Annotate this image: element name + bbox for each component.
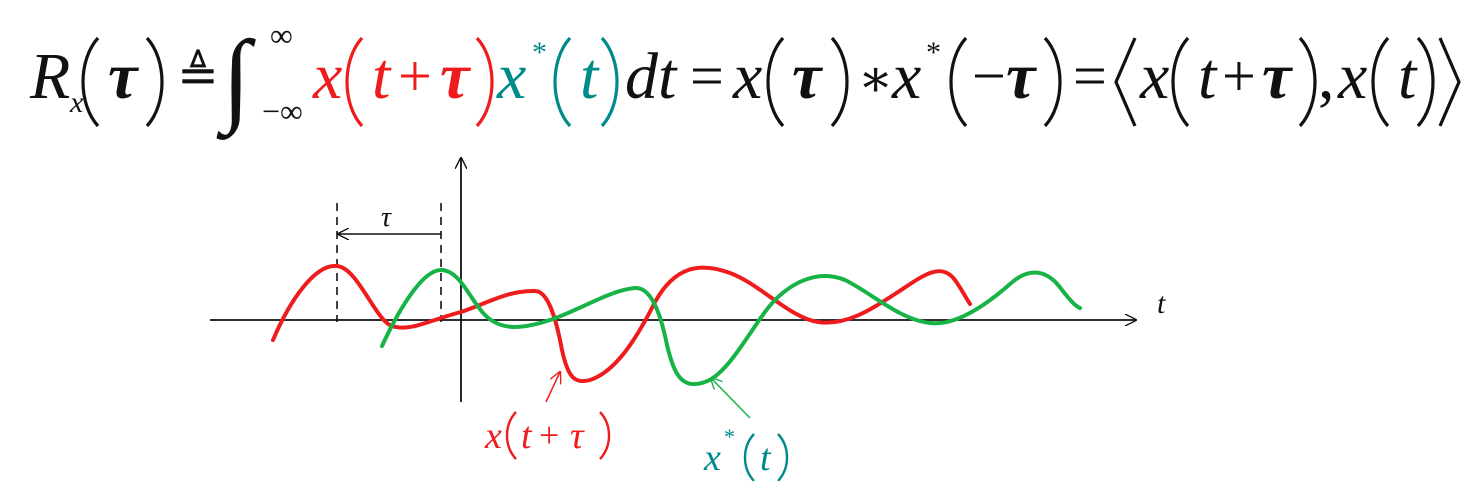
red-label-tau: τ: [570, 415, 585, 457]
formula-tau-3: τ: [1006, 40, 1037, 113]
formula-tau-1: τ: [108, 40, 139, 113]
formula-integral-upper-limit: ∞: [270, 17, 293, 53]
time-axis-label: t: [1157, 287, 1166, 320]
red-label-t: t: [521, 415, 533, 457]
formula-x-3: x: [891, 40, 921, 113]
formula-paren-right-2: [830, 36, 849, 128]
formula-plus-2: +: [1222, 43, 1256, 109]
green-label-paren-right: [777, 433, 789, 481]
formula-red-x: x: [312, 40, 342, 113]
formula-paren-right-5: [1416, 36, 1435, 128]
formula-equals-1: =: [690, 43, 724, 109]
formula-angle-left: [1114, 37, 1137, 127]
red-label-x: x: [484, 415, 502, 457]
formula-paren-left-3: [949, 36, 968, 128]
formula-red-t: t: [372, 40, 392, 113]
formula-shifted-signal: x t + τ: [312, 36, 494, 128]
green-label-t: t: [760, 437, 772, 479]
green-signal-curve: [380, 268, 1082, 387]
green-label-paren-left: [743, 433, 755, 481]
formula-teal-paren-left: [553, 36, 572, 128]
red-label-plus: +: [539, 415, 559, 455]
red-signal-curve: [271, 263, 972, 384]
formula-teal-star: *: [532, 36, 547, 69]
green-label-star: *: [724, 424, 735, 449]
formula-red-paren-left: [345, 36, 364, 128]
autocorrelation-formula: R x τ ≜ ∫ ∞ −∞ x t + τ x * t dt =: [29, 17, 1461, 140]
formula-R: R: [29, 40, 70, 113]
signal-diagram: t τ x t + τ x * t: [210, 158, 1166, 481]
formula-paren-right-3: [1043, 36, 1062, 128]
formula-paren-left-1: [81, 36, 100, 128]
formula-paren-right-4: [1298, 36, 1317, 128]
formula-paren-left-2: [766, 36, 785, 128]
green-callout-arrow: [711, 378, 751, 419]
formula-tau-4: τ: [1262, 40, 1293, 113]
tau-label: τ: [381, 202, 392, 233]
formula-def-equal: ≜: [177, 47, 219, 103]
formula-tau-2: τ: [792, 40, 823, 113]
formula-comma: ,: [1318, 40, 1335, 113]
green-signal-label: x * t: [703, 424, 789, 481]
formula-red-tau: τ: [440, 40, 471, 113]
formula-x-2: x: [732, 40, 762, 113]
formula-red-paren-right: [475, 36, 494, 128]
formula-equals-2: =: [1073, 43, 1107, 109]
red-callout-arrow: [545, 372, 560, 403]
red-signal-label: x t + τ: [484, 411, 611, 460]
red-label-paren-right: [599, 411, 611, 460]
formula-paren-right-1: [145, 36, 164, 128]
formula-x-4: x: [1139, 40, 1169, 113]
formula-minus: −: [972, 43, 1006, 109]
formula-red-plus: +: [398, 43, 432, 109]
formula-integral-sign: ∫: [216, 20, 256, 140]
formula-convolution: ∗: [858, 51, 893, 108]
formula-conjugate-signal: x * t: [496, 36, 619, 128]
formula-dt: dt: [625, 40, 678, 113]
formula-subscript-x: x: [69, 86, 84, 119]
formula-t-4: t: [1198, 40, 1218, 113]
green-label-x: x: [703, 437, 721, 479]
formula-paren-left-5: [1371, 36, 1390, 128]
formula-t-5: t: [1398, 40, 1418, 113]
formula-star-2: *: [926, 36, 941, 69]
formula-paren-left-4: [1171, 36, 1190, 128]
formula-teal-paren-right: [600, 36, 619, 128]
formula-x-5: x: [1337, 40, 1367, 113]
formula-integral-lower-limit: −∞: [262, 93, 303, 129]
formula-angle-right: [1438, 37, 1461, 127]
formula-teal-t: t: [580, 40, 600, 113]
red-label-paren-left: [505, 411, 517, 460]
formula-teal-x: x: [496, 40, 526, 113]
